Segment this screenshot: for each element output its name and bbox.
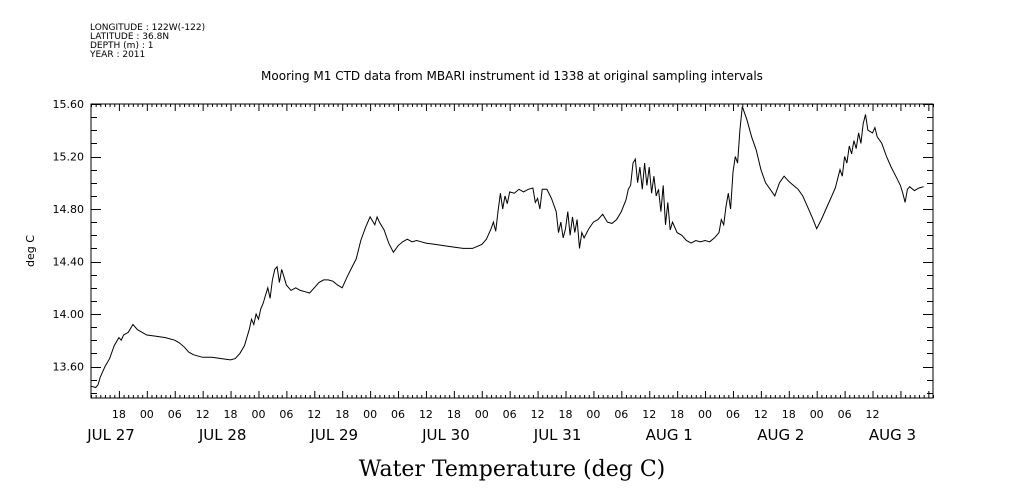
x-hour-label: 00 [475, 408, 489, 421]
x-hour-label: 18 [224, 408, 238, 421]
metadata-line: LATITUDE : 36.8N [90, 32, 169, 42]
x-day-label: JUL 29 [309, 426, 358, 444]
y-tick-label: 15.60 [53, 98, 85, 111]
x-day-label: AUG 2 [757, 426, 804, 444]
y-tick-label: 14.40 [53, 256, 85, 269]
x-hour-label: 12 [531, 408, 545, 421]
x-hour-label: 00 [140, 408, 154, 421]
x-hour-label: 06 [391, 408, 405, 421]
x-hour-label: 06 [503, 408, 517, 421]
x-day-label: JUL 31 [533, 426, 582, 444]
x-hour-label: 00 [698, 408, 712, 421]
x-hour-label: 00 [363, 408, 377, 421]
x-hour-label: 12 [754, 408, 768, 421]
x-hour-label: 12 [419, 408, 433, 421]
x-day-label: JUL 27 [86, 426, 135, 444]
y-tick-labels: 13.60 14.00 14.40 14.80 15.20 15.60 [53, 98, 85, 374]
x-hour-label: 06 [279, 408, 293, 421]
y-axis-label: deg C [24, 235, 37, 267]
chart-title: Mooring M1 CTD data from MBARI instrumen… [261, 69, 763, 83]
x-hour-label: 18 [112, 408, 126, 421]
x-hour-labels: 18 00 06 12 18 00 06 12 18 00 06 12 18 00 06 12 18 00 06 12… [112, 408, 880, 421]
metadata-line: LONGITUDE : 122W(-122) [90, 23, 205, 33]
series-line-water-temperature [90, 106, 924, 389]
x-hour-label: 12 [196, 408, 210, 421]
x-axis-label: Water Temperature (deg C) [359, 457, 666, 482]
axis-ticks [91, 104, 934, 398]
x-hour-label: 12 [307, 408, 321, 421]
y-tick-label: 14.00 [53, 308, 85, 321]
x-hour-label: 06 [726, 408, 740, 421]
x-hour-label: 12 [866, 408, 880, 421]
metadata-block: LONGITUDE : 122W(-122)LATITUDE : 36.8NDE… [89, 23, 205, 60]
metadata-line: YEAR : 2011 [89, 50, 145, 60]
x-day-label: JUL 30 [421, 426, 470, 444]
y-tick-label: 13.60 [53, 361, 85, 374]
x-hour-label: 00 [810, 408, 824, 421]
x-hour-label: 18 [447, 408, 461, 421]
x-hour-label: 06 [614, 408, 628, 421]
x-hour-label: 12 [642, 408, 656, 421]
x-hour-label: 00 [586, 408, 600, 421]
x-day-labels: JUL 27 JUL 28 JUL 29 JUL 30 JUL 31 AUG 1 AUG 2… [86, 426, 916, 444]
x-hour-label: 18 [782, 408, 796, 421]
x-hour-label: 18 [335, 408, 349, 421]
x-hour-label: 06 [168, 408, 182, 421]
plot-frame [90, 103, 934, 399]
x-day-label: JUL 28 [198, 426, 247, 444]
y-tick-label: 14.80 [53, 203, 85, 216]
x-hour-label: 00 [251, 408, 265, 421]
metadata-line: DEPTH (m) : 1 [90, 41, 153, 51]
x-hour-label: 18 [670, 408, 684, 421]
x-day-label: AUG 3 [869, 426, 916, 444]
x-hour-label: 06 [838, 408, 852, 421]
y-tick-label: 15.20 [53, 151, 85, 164]
x-hour-label: 18 [558, 408, 572, 421]
x-day-label: AUG 1 [646, 426, 693, 444]
